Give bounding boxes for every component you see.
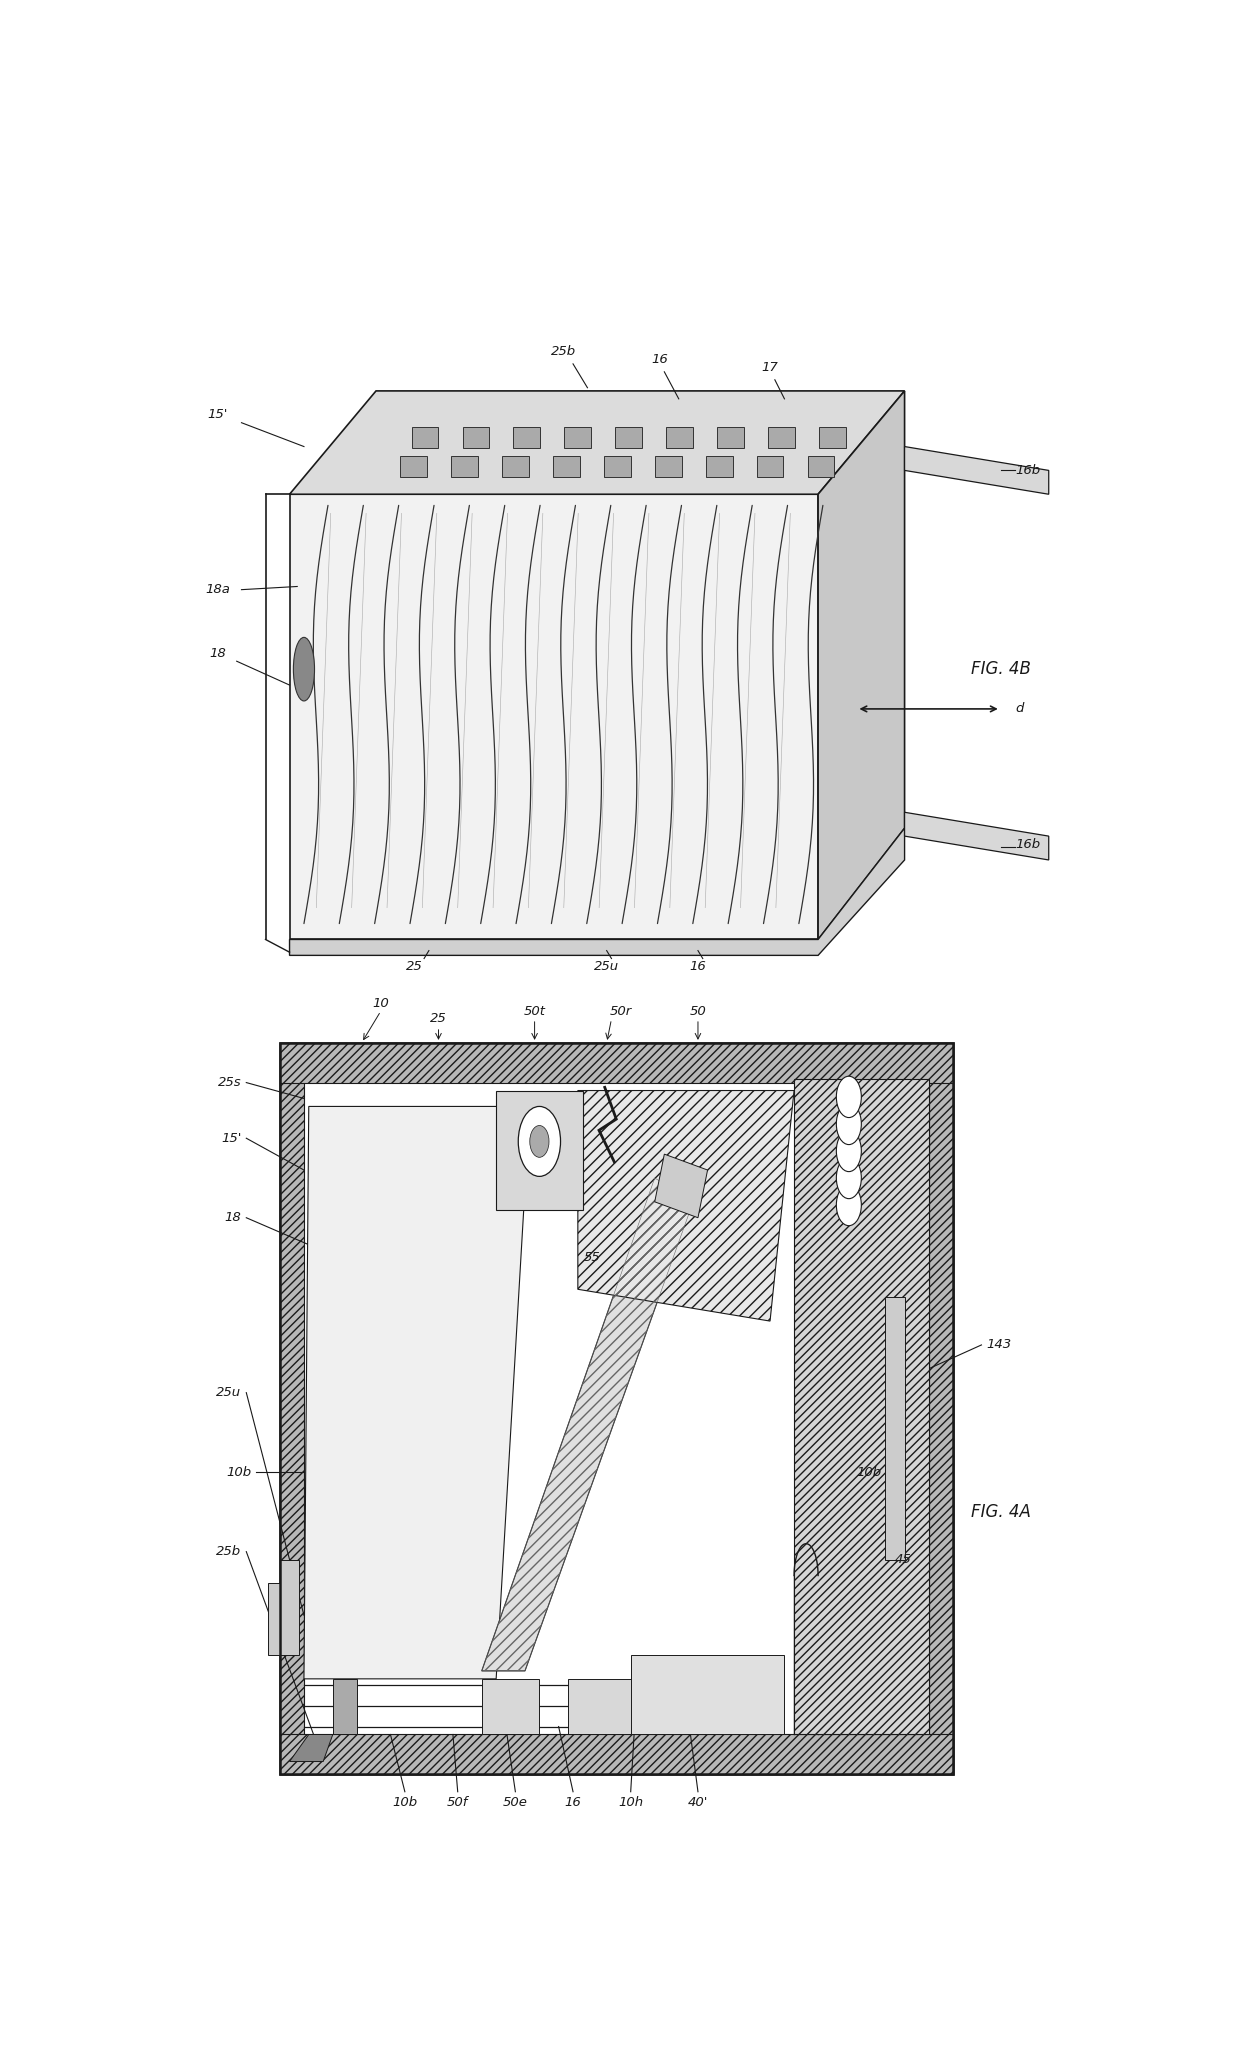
Text: 10b: 10b [226, 1466, 250, 1479]
Polygon shape [304, 1082, 929, 1735]
Polygon shape [885, 1297, 905, 1559]
Text: 10h: 10h [618, 1797, 644, 1809]
Text: 17: 17 [761, 361, 779, 374]
Polygon shape [905, 812, 1049, 859]
Text: 16: 16 [689, 960, 707, 973]
Circle shape [836, 1103, 862, 1144]
FancyBboxPatch shape [513, 427, 541, 448]
Polygon shape [655, 1154, 708, 1218]
Polygon shape [496, 1090, 583, 1210]
Polygon shape [280, 1735, 952, 1774]
FancyBboxPatch shape [820, 427, 846, 448]
Polygon shape [290, 1735, 332, 1761]
Polygon shape [481, 1679, 539, 1735]
Text: 25b: 25b [551, 345, 577, 357]
Polygon shape [481, 1177, 693, 1671]
FancyBboxPatch shape [553, 456, 580, 477]
Circle shape [529, 1125, 549, 1156]
Polygon shape [568, 1679, 635, 1735]
Text: FIG. 4A: FIG. 4A [971, 1503, 1030, 1522]
Circle shape [836, 1076, 862, 1117]
FancyBboxPatch shape [666, 427, 693, 448]
FancyBboxPatch shape [615, 427, 642, 448]
Text: 25s: 25s [218, 1076, 242, 1088]
Bar [280, 1043, 952, 1774]
FancyBboxPatch shape [717, 427, 744, 448]
FancyBboxPatch shape [564, 427, 591, 448]
Text: d: d [1016, 702, 1023, 714]
Text: 50r: 50r [610, 1004, 632, 1018]
FancyBboxPatch shape [463, 427, 490, 448]
Text: 25: 25 [405, 960, 423, 973]
Text: 50t: 50t [523, 1004, 546, 1018]
Polygon shape [631, 1654, 785, 1735]
FancyBboxPatch shape [756, 456, 784, 477]
Text: 50f: 50f [448, 1797, 469, 1809]
Circle shape [836, 1130, 862, 1171]
FancyBboxPatch shape [401, 456, 427, 477]
Text: 15': 15' [221, 1132, 242, 1144]
Text: 55: 55 [584, 1251, 600, 1264]
Polygon shape [905, 446, 1049, 494]
FancyBboxPatch shape [502, 456, 528, 477]
Text: 10b: 10b [392, 1797, 418, 1809]
Circle shape [836, 1185, 862, 1227]
Polygon shape [929, 1043, 952, 1774]
Polygon shape [304, 1107, 529, 1679]
FancyBboxPatch shape [706, 456, 733, 477]
Text: 18a: 18a [205, 582, 229, 597]
Polygon shape [332, 1679, 357, 1735]
Text: 16b: 16b [1016, 838, 1040, 851]
Polygon shape [794, 1080, 929, 1735]
Polygon shape [268, 1584, 280, 1654]
Polygon shape [290, 494, 818, 940]
FancyBboxPatch shape [451, 456, 477, 477]
Text: 143: 143 [986, 1338, 1012, 1351]
Text: 10b: 10b [857, 1466, 882, 1479]
Polygon shape [280, 1559, 299, 1654]
Polygon shape [818, 390, 905, 940]
Text: 25u: 25u [594, 960, 619, 973]
Polygon shape [280, 1043, 304, 1774]
Text: 16: 16 [651, 353, 668, 366]
FancyBboxPatch shape [768, 427, 795, 448]
Polygon shape [578, 1090, 794, 1322]
Text: 25: 25 [430, 1012, 446, 1026]
Text: 50: 50 [689, 1004, 707, 1018]
FancyBboxPatch shape [655, 456, 682, 477]
Text: 15': 15' [207, 409, 228, 421]
Text: 25b: 25b [216, 1545, 242, 1559]
Text: 40': 40' [688, 1797, 708, 1809]
Circle shape [518, 1107, 560, 1177]
Ellipse shape [294, 638, 315, 700]
Text: FIG. 4B: FIG. 4B [971, 661, 1030, 677]
Polygon shape [290, 828, 905, 956]
Polygon shape [280, 1043, 952, 1082]
Text: 45: 45 [895, 1553, 911, 1565]
Polygon shape [290, 390, 905, 494]
Text: 25u: 25u [216, 1386, 242, 1400]
Text: 18: 18 [210, 646, 226, 659]
Text: 18: 18 [224, 1212, 242, 1225]
Circle shape [836, 1156, 862, 1198]
FancyBboxPatch shape [412, 427, 439, 448]
FancyBboxPatch shape [807, 456, 835, 477]
Text: 16: 16 [564, 1797, 582, 1809]
Text: 50e: 50e [503, 1797, 528, 1809]
Polygon shape [655, 1679, 712, 1735]
Polygon shape [280, 1043, 952, 1774]
FancyBboxPatch shape [604, 456, 631, 477]
Text: 10: 10 [372, 997, 389, 1010]
Text: 16b: 16b [1016, 465, 1040, 477]
